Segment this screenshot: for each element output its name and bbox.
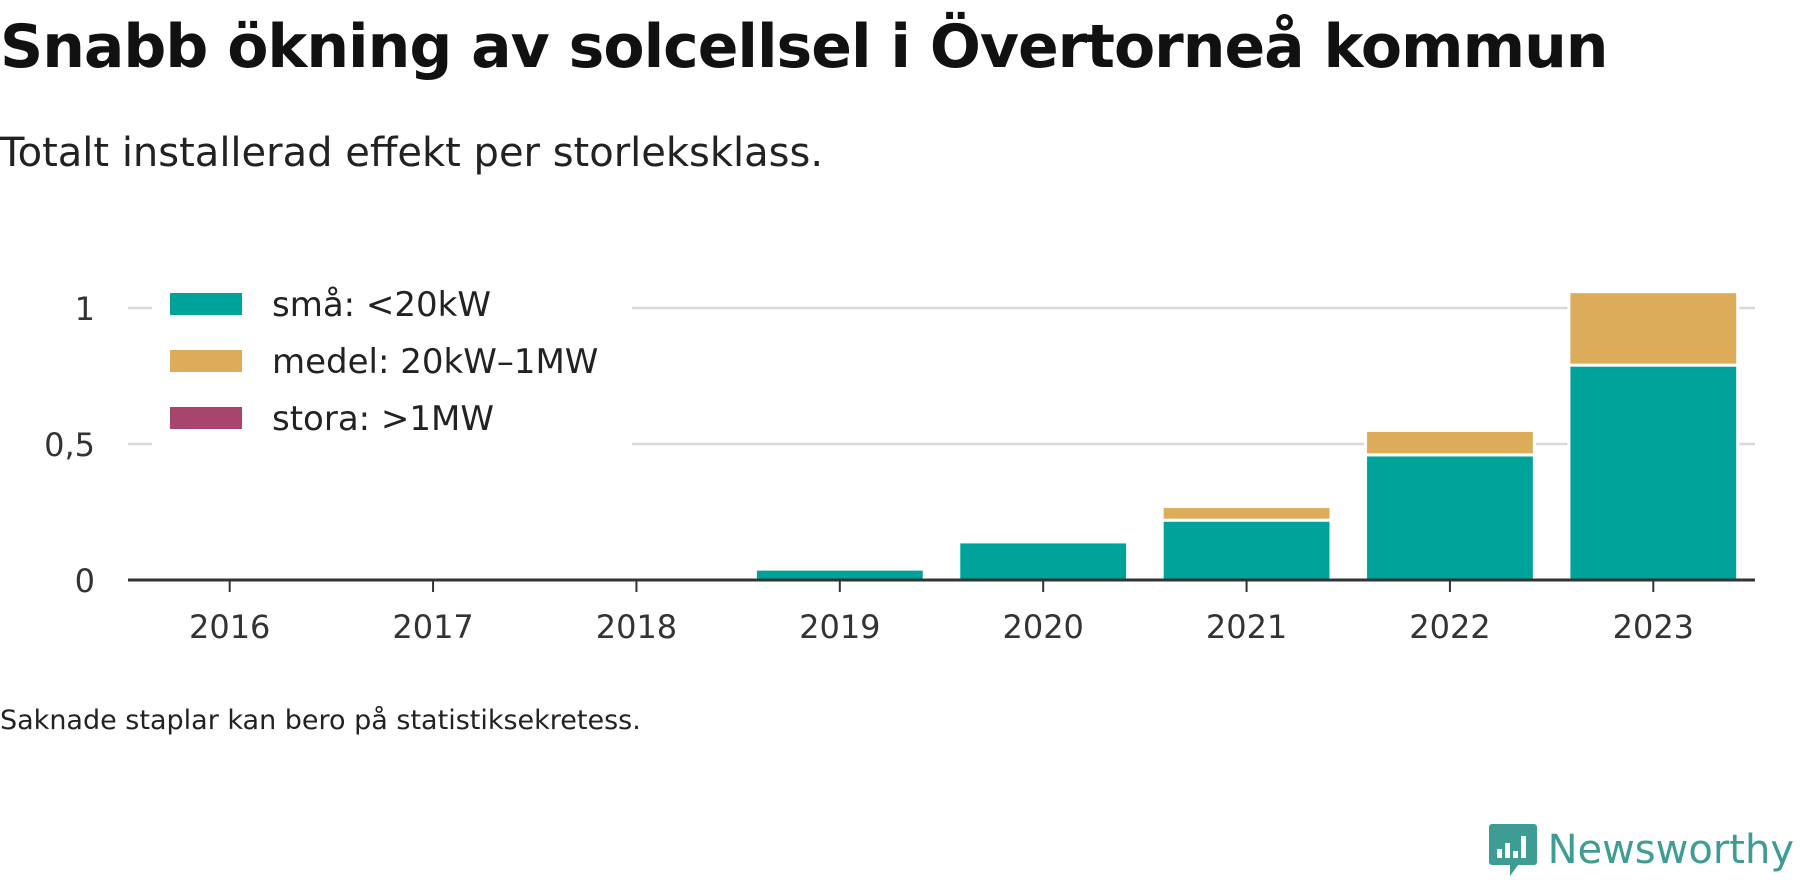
- bar-sma: [957, 540, 1130, 582]
- y-axis-ticks: 00,51: [44, 290, 95, 600]
- legend-label: medel: 20kW–1MW: [272, 342, 598, 382]
- bar-medel: [1567, 290, 1740, 367]
- x-tick-label: 2016: [189, 608, 270, 646]
- stacked-bar-chart: 00,51 2016 2017 2018 2019 2020 2021 2022 2023 s…: [44, 275, 1755, 646]
- legend-swatch-medel: [170, 350, 242, 372]
- bar-sma: [753, 567, 926, 582]
- x-tick-label: 2023: [1613, 608, 1694, 646]
- y-tick-label: 0,5: [44, 426, 95, 464]
- brand-name: Newsworthy: [1547, 827, 1794, 873]
- y-tick-label: 1: [75, 290, 95, 328]
- brand-logo: Newsworthy: [1488, 820, 1794, 880]
- x-tick-label: 2019: [799, 608, 880, 646]
- chart-title: Snabb ökning av solcellsel i Övertorneå …: [0, 12, 1609, 82]
- x-tick-label: 2020: [1002, 608, 1083, 646]
- legend-label: små: <20kW: [272, 285, 491, 325]
- bars: [753, 290, 1740, 582]
- footnote: Saknade staplar kan bero på statistiksek…: [0, 705, 641, 736]
- legend-label: stora: >1MW: [272, 399, 494, 439]
- y-tick-label: 0: [75, 562, 95, 600]
- bar-medel: [1364, 428, 1536, 457]
- bar-sma: [1567, 363, 1740, 582]
- x-tick-label: 2017: [392, 608, 473, 646]
- legend: små: <20kW medel: 20kW–1MW stora: >1MW: [152, 275, 632, 450]
- x-tick-label: 2021: [1206, 608, 1287, 646]
- bar-sma: [1364, 453, 1536, 582]
- newsworthy-logo-icon: [1488, 824, 1537, 876]
- chart-subtitle: Totalt installerad effekt per storlekskl…: [0, 130, 824, 176]
- legend-swatch-stora: [170, 407, 242, 429]
- legend-swatch-sma: [170, 293, 242, 315]
- bar-sma: [1160, 518, 1333, 582]
- x-tick-label: 2018: [596, 608, 677, 646]
- x-tick-label: 2022: [1409, 608, 1490, 646]
- x-axis-ticks: 2016 2017 2018 2019 2020 2021 2022 2023: [189, 580, 1694, 646]
- bar-medel: [1160, 505, 1333, 522]
